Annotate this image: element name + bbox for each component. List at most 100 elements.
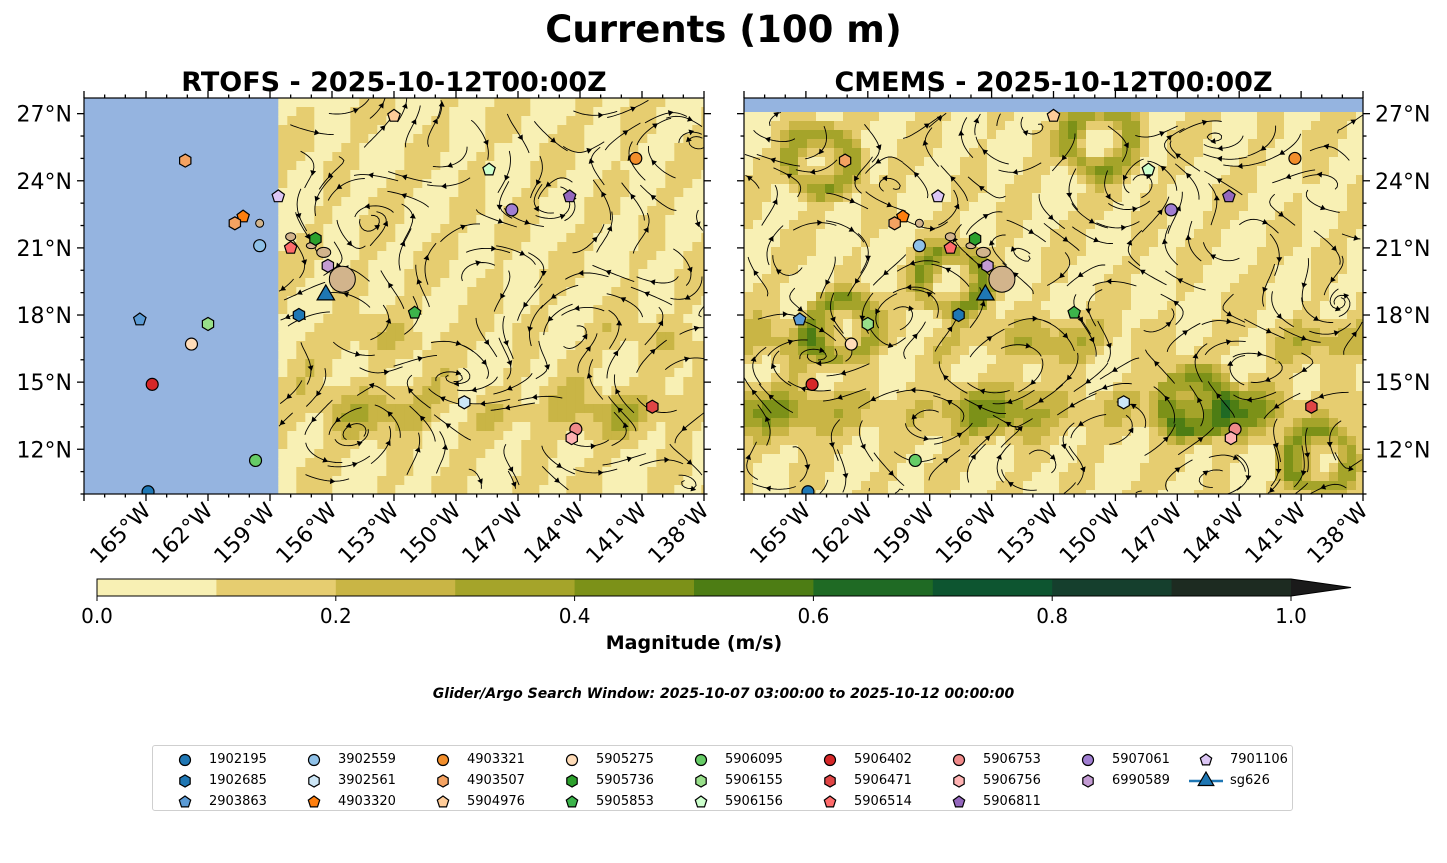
legend-label: 5906156 [725,794,783,809]
colorbar-tick-label: 0.0 [81,604,113,628]
legend-marker [178,795,192,808]
platform-marker-2903863 [132,312,147,326]
platform-marker-sg626 [316,283,336,301]
legend-label: 5905853 [596,794,654,809]
platform-marker-5906156 [482,162,496,176]
legend-marker [695,774,707,788]
platform-marker-7901106 [271,189,286,203]
legend-label: 5906811 [983,794,1041,809]
search-window-text: Glider/Argo Search Window: 2025-10-07 03… [432,686,1015,702]
platform-marker-5906156 [1141,162,1156,176]
platform-markers [792,108,1318,494]
legend-marker-shape [565,795,579,808]
y-tick-label: 24°N [1375,170,1430,195]
legend-marker-shape [1197,771,1215,787]
platform-marker-5906471 [646,399,659,414]
legend-marker-shape [1081,753,1095,767]
colorbar: 0.0 0.2 0.4 0.6 0.8 1.0 [81,578,1352,628]
x-tick-label: 141°W [1241,498,1312,569]
legend-marker-shape [694,795,708,808]
y-tick-label: 15°N [1375,371,1430,396]
legend-marker-shape [566,774,578,788]
x-tick-label: 141°W [582,498,653,569]
y-ticks [77,113,711,495]
y-tick-label: 21°N [17,237,72,262]
legend-marker-shape [436,753,450,767]
x-ticks [83,91,705,501]
map-panel-rtofs: RTOFS - 2025-10-12T00:00Z165°W162°W159°W… [17,67,715,569]
legend-label: 5906514 [854,794,912,809]
platform-marker-5906402 [145,377,159,391]
legend-marker-shape [952,795,966,808]
legend-marker-shape [307,753,321,767]
legend-marker-shape [1082,774,1094,788]
legend-marker [1082,774,1094,788]
colorbar-bin [694,579,814,596]
colorbar-bin [455,579,576,596]
platform-marker-5906402 [805,377,819,391]
colorbar-tick-label: 1.0 [1275,604,1307,628]
legend-label: 5906402 [854,752,912,767]
legend-marker [307,753,321,767]
colorbar-bin [1052,579,1173,596]
legend-marker [566,774,578,788]
legend-marker [308,774,320,788]
platform-marker-4903507 [888,216,901,231]
y-tick-label: 24°N [17,170,72,195]
platform-marker-4903507 [179,153,192,168]
legend-marker-shape [952,753,966,767]
legend-label: 5906756 [983,773,1041,788]
legend-marker [824,774,836,788]
platform-marker-6990589 [981,258,994,273]
x-tick-label: 150°W [1055,498,1126,569]
x-tick-label: 162°W [148,498,219,569]
legend-marker [1189,771,1223,787]
legend-marker-shape [695,774,707,788]
x-tick-label: 153°W [993,498,1064,569]
legend-label: 4903320 [338,794,396,809]
colorbar-bin [335,579,456,596]
legend-label: 5905275 [596,752,654,767]
legend-label: 1902195 [209,752,267,767]
legend-marker [952,795,966,808]
island [914,218,924,228]
colorbar-extend-arrow [1291,579,1351,596]
y-tick-label: 12°N [17,438,72,463]
legend-marker [178,753,192,767]
colorbar-bin [216,579,337,596]
y-ticks [737,113,1370,495]
platform-marker-5906811 [1221,189,1236,203]
platform-marker-4903321 [1288,151,1302,165]
y-tick-label: 15°N [17,371,72,396]
platform-marker-3902559 [253,239,267,253]
legend-marker-shape [1199,753,1213,766]
platform-marker-4903507 [228,216,242,231]
y-tick-label: 21°N [1375,237,1430,262]
platform-marker-5906095 [908,453,922,468]
colorbar-tick-label: 0.2 [320,604,352,628]
platform-marker-5905275 [184,337,199,351]
legend-marker [436,753,450,767]
platform-marker-5907061 [1164,203,1178,217]
x-tick-label: 156°W [272,498,343,569]
legend-marker-shape [178,753,192,767]
platform-marker-1902195 [141,485,155,494]
legend-marker [694,753,708,767]
legend-marker-shape [824,774,836,788]
platform-marker-5907061 [505,203,519,217]
legend-marker [565,753,579,767]
legend-label: 4903321 [467,752,525,767]
platform-marker-1902685 [292,307,306,323]
legend-marker [565,795,579,808]
x-ticks [743,91,1364,501]
platform-marker-5905736 [968,231,982,247]
x-tick-label: 138°W [644,498,715,569]
x-tick-label: 153°W [334,498,405,569]
legend-label: 3902561 [338,773,396,788]
x-tick-label: 147°W [458,498,529,569]
y-tick-label: 18°N [17,304,72,329]
platform-marker-5906095 [248,453,263,468]
figure-title: Currents (100 m) [545,8,902,51]
legend-marker-shape [694,753,708,767]
platform-marker-3902559 [912,239,926,253]
